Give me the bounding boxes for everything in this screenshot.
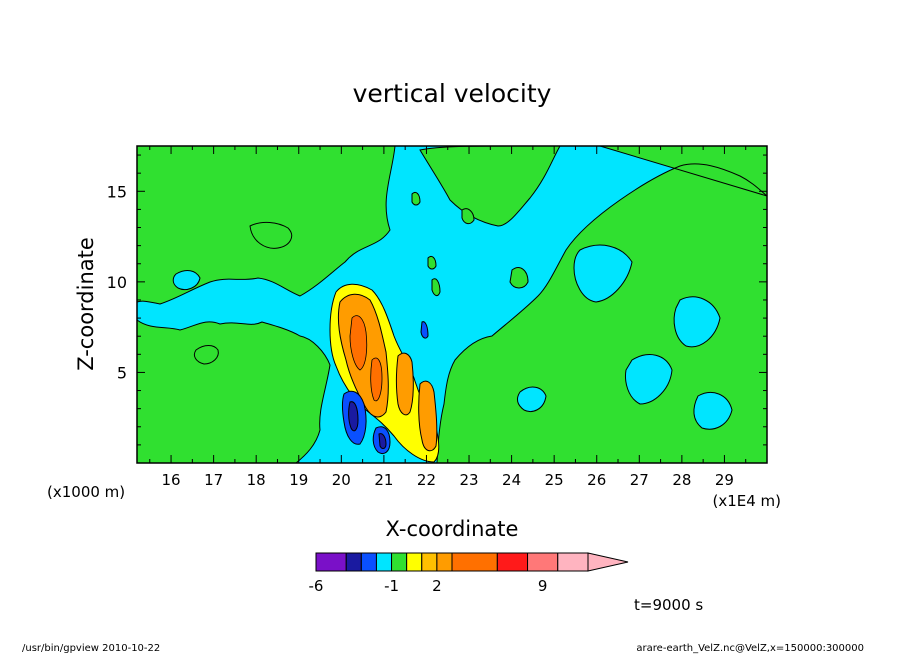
y-axis-label: Z-coordinate <box>74 237 98 371</box>
x-tick-label: 24 <box>502 471 521 489</box>
contour-fill-cyan-islands <box>172 244 733 430</box>
plot-area: 16 17 18 19 20 21 22 23 24 25 26 27 28 29 5 10 15 <box>107 145 768 489</box>
x-unit-right: (x1E4 m) <box>712 492 781 510</box>
colorbar-box <box>527 552 559 572</box>
y-tick-label: 10 <box>107 273 127 292</box>
x-tick-label: 29 <box>715 471 734 489</box>
x-tick-label: 20 <box>332 471 351 489</box>
x-tick-label: 16 <box>162 471 181 489</box>
x-unit-left: (x1000 m) <box>47 483 125 501</box>
footer-right: arare-earth_VelZ.nc@VelZ,x=150000:300000 <box>636 643 864 654</box>
x-tick-label: 23 <box>459 471 478 489</box>
colorbar-label: -6 <box>309 577 324 595</box>
x-tick-label: 22 <box>417 471 436 489</box>
x-tick-label: 26 <box>587 471 606 489</box>
colorbar-label: 9 <box>538 577 548 595</box>
colorbar-box <box>557 552 589 572</box>
x-tick-label: 18 <box>247 471 266 489</box>
colorbar-overflow-arrow <box>587 552 629 572</box>
x-tick-label: 17 <box>204 471 223 489</box>
y-tick-label: 5 <box>117 363 127 382</box>
colorbar-box <box>345 552 362 572</box>
colorbar: -6 -1 2 9 <box>309 552 629 595</box>
contour-fragments <box>411 191 529 297</box>
colorbar-box <box>451 552 498 572</box>
colorbar-box <box>391 552 408 572</box>
contour-fill-dark-orange <box>349 315 383 402</box>
chart-title: vertical velocity <box>353 79 552 108</box>
colorbar-label: -1 <box>384 577 399 595</box>
colorbar-box <box>375 552 393 572</box>
colorbar-box <box>421 552 438 572</box>
footer-left: /usr/bin/gpview 2010-10-22 <box>22 643 160 654</box>
y-axis-ticks: 5 10 15 <box>107 154 767 446</box>
contour-fill-blue <box>342 321 429 455</box>
colorbar-box <box>496 552 529 572</box>
colorbar-box <box>360 552 377 572</box>
x-tick-label: 19 <box>289 471 308 489</box>
colorbar-box <box>406 552 423 572</box>
colorbar-box <box>315 552 347 572</box>
time-label: t=9000 s <box>634 596 703 614</box>
x-tick-label: 21 <box>374 471 393 489</box>
x-tick-label: 25 <box>545 471 564 489</box>
x-tick-label: 28 <box>672 471 691 489</box>
colorbar-box <box>436 552 453 572</box>
x-axis-label: X-coordinate <box>386 517 519 541</box>
plot-frame <box>136 145 768 464</box>
y-tick-label: 15 <box>107 182 127 201</box>
x-tick-label: 27 <box>630 471 649 489</box>
contour-fill-green <box>136 145 768 464</box>
colorbar-label: 2 <box>432 577 442 595</box>
x-axis-ticks: 16 17 18 19 20 21 22 23 24 25 26 27 28 29 <box>149 146 747 489</box>
